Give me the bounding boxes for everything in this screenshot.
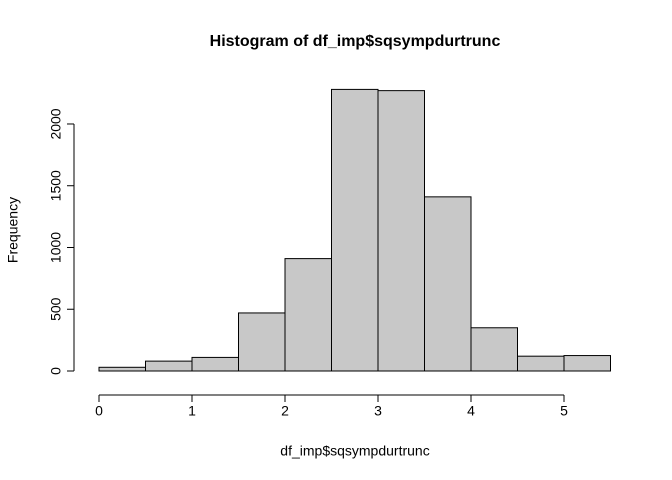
x-tick-label: 3 (374, 403, 382, 419)
y-tick-label: 1500 (48, 170, 64, 201)
bar (517, 355, 565, 372)
chart-title: Histogram of df_imp$sqsympdurtrunc (210, 33, 501, 50)
bar (98, 366, 146, 372)
bar (377, 90, 425, 372)
y-tick-label: 2000 (48, 108, 64, 139)
bar (284, 258, 332, 372)
y-tick-label: 1000 (48, 232, 64, 263)
bar (331, 88, 379, 372)
bar (145, 360, 193, 372)
x-axis-label: df_imp$sqsympdurtrunc (280, 443, 429, 459)
bar (191, 356, 239, 372)
y-axis-label: Frequency (5, 197, 21, 263)
bar (424, 196, 472, 372)
x-tick-label: 1 (188, 403, 196, 419)
y-tick-label: 500 (48, 297, 64, 321)
x-tick-label: 2 (281, 403, 289, 419)
x-tick-label: 5 (560, 403, 568, 419)
bar (563, 355, 611, 372)
bar (238, 312, 286, 372)
x-tick-label: 0 (95, 403, 103, 419)
bar (470, 327, 518, 372)
x-tick-label: 4 (467, 403, 475, 419)
y-tick-label: 0 (48, 367, 64, 375)
